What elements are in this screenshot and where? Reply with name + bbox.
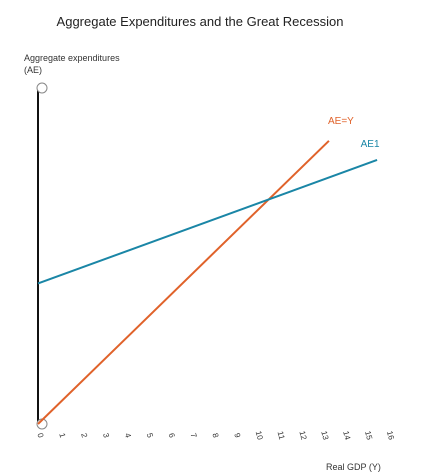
x-tick-label: 6 [167, 432, 177, 439]
x-tick-label: 1 [57, 432, 67, 439]
series-lines [37, 140, 378, 425]
x-tick-label: 10 [254, 430, 265, 441]
x-tick-label: 5 [145, 432, 155, 439]
x-tick-label: 2 [79, 432, 89, 439]
x-axis-label: Real GDP (Y) [326, 462, 381, 472]
y-axis-label-line-1: Aggregate expenditures [24, 53, 120, 63]
x-tick-label: 13 [319, 430, 330, 441]
x-tick-label: 0 [35, 432, 45, 439]
x-tick-label: 3 [101, 432, 111, 439]
x-tick-label: 9 [232, 432, 242, 439]
x-tick-label: 16 [385, 430, 396, 441]
y-axis-label-line-2: (AE) [24, 65, 42, 75]
x-tick-labels: 0 1 2 3 4 5 6 7 8 9 10 11 12 13 14 15 16 [35, 430, 396, 441]
x-tick-label: 12 [297, 430, 308, 441]
series-label: AE=Y [328, 116, 354, 127]
chart-title: Aggregate Expenditures and the Great Rec… [57, 14, 344, 29]
x-tick-label: 4 [123, 432, 133, 439]
x-tick-label: 7 [189, 432, 199, 439]
series-labels: AE=Y AE1 [328, 116, 380, 150]
x-tick-label: 14 [341, 430, 352, 441]
x-tick-label: 11 [276, 430, 287, 441]
x-tick-label: 15 [363, 430, 374, 441]
series-line [37, 159, 378, 285]
y-axis-handle[interactable] [36, 82, 48, 94]
series-label: AE1 [361, 139, 380, 150]
series-line [37, 140, 330, 425]
x-tick-label: 8 [210, 432, 220, 439]
